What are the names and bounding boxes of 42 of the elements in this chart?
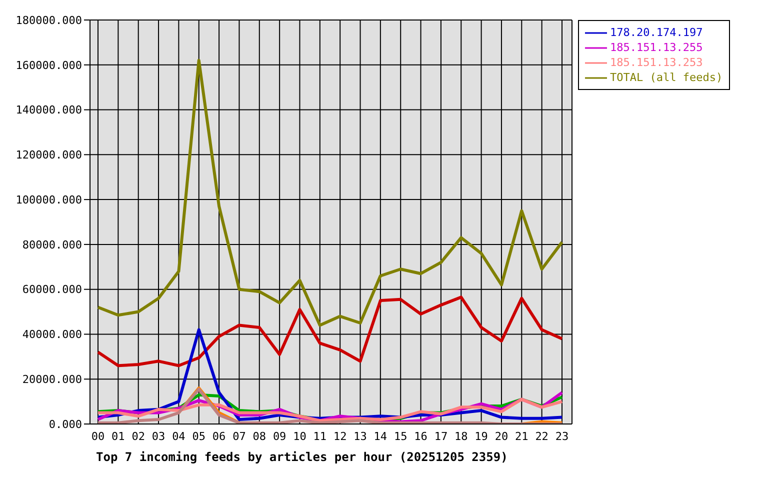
x-tick-label: 03 bbox=[152, 430, 166, 443]
x-tick-label: 21 bbox=[515, 430, 528, 443]
line-series bbox=[96, 398, 564, 422]
x-tick-label: 23 bbox=[555, 430, 569, 443]
y-tick-label: 20000.000 bbox=[22, 373, 82, 386]
x-tick-label: 19 bbox=[474, 430, 488, 443]
text: Top 7 incoming feeds by articles per hour (20251205 2359) bbox=[96, 450, 508, 464]
y-tick-label: 100000.000 bbox=[16, 193, 82, 206]
x-tick-label: 22 bbox=[535, 430, 548, 443]
y-tick-label: 160000.000 bbox=[16, 58, 82, 72]
x-tick-label: 02 bbox=[132, 430, 145, 443]
y-tick-label: 140000.000 bbox=[16, 104, 82, 117]
legend-label: 178.20.174.197 bbox=[610, 25, 703, 40]
x-tick-label: 01 bbox=[112, 430, 125, 443]
y-tick-label: 180000.000 bbox=[16, 14, 82, 27]
x-tick-label: 07 bbox=[232, 430, 246, 443]
x-tick-label: 06 bbox=[212, 430, 226, 443]
x-tick-label: 10 bbox=[293, 430, 306, 443]
x-tick-label: 20 bbox=[494, 430, 508, 443]
x-tick-label: 12 bbox=[333, 430, 347, 443]
y-tick-label: 80000.000 bbox=[22, 238, 82, 252]
legend-label: 185.151.13.255 bbox=[610, 40, 703, 55]
x-tick-label: 14 bbox=[374, 430, 388, 443]
x-tick-label: 13 bbox=[354, 430, 367, 443]
x-tick-label: 15 bbox=[394, 430, 408, 443]
x-tick-label: 00 bbox=[91, 430, 105, 443]
x-tick-label: 16 bbox=[414, 430, 428, 443]
line-series bbox=[96, 58, 564, 327]
legend-label: TOTAL (all feeds) bbox=[610, 70, 723, 85]
x-tick-label: 18 bbox=[454, 430, 468, 443]
x-tick-label: 05 bbox=[192, 430, 206, 443]
x-tick-label: 04 bbox=[172, 430, 186, 443]
y-tick-label: 0.000 bbox=[48, 418, 82, 431]
y-tick-label: 40000.000 bbox=[22, 328, 82, 342]
x-tick-label: 11 bbox=[313, 430, 327, 443]
x-tick-label: 17 bbox=[434, 430, 448, 443]
y-tick-label: 60000.000 bbox=[22, 283, 82, 296]
x-tick-label: 09 bbox=[272, 430, 286, 443]
y-tick-label: 120000.000 bbox=[16, 148, 82, 162]
line-series bbox=[96, 296, 564, 368]
legend-label: 185.151.13.253 bbox=[610, 55, 703, 70]
x-tick-label: 08 bbox=[252, 430, 266, 443]
